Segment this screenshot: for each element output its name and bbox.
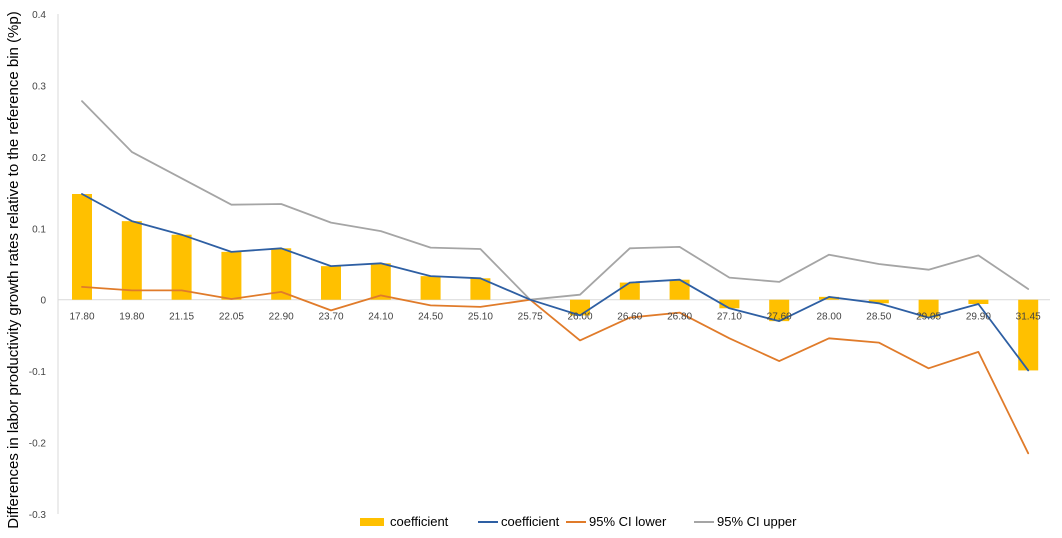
x-tick-label: 26.00 (567, 312, 592, 323)
x-tick-label: 31.45 (1016, 312, 1041, 323)
bar-26.80 (669, 279, 690, 300)
x-tick-label: 22.05 (219, 312, 244, 323)
x-tick-label: 25.75 (518, 312, 543, 323)
bar-24.50 (420, 276, 441, 300)
x-tick-label: 27.10 (717, 312, 742, 323)
x-tick-label: 29.90 (966, 312, 991, 323)
bar-31.45 (1018, 299, 1039, 371)
bar-21.15 (171, 234, 192, 300)
bar-23.70 (321, 266, 341, 300)
y-tick-label: 0.1 (32, 224, 46, 235)
bar-27.60 (769, 299, 790, 322)
x-tick-label: 23.70 (318, 312, 343, 323)
line-95-ci-upper (81, 100, 1030, 301)
line-series (81, 100, 1030, 455)
bar-29.05 (918, 299, 939, 318)
bar-24.10 (370, 263, 391, 300)
y-tick-label: 0.3 (32, 81, 46, 92)
x-tick-label: 24.50 (418, 312, 443, 323)
bar-series (72, 194, 1039, 371)
bar-17.80 (72, 194, 92, 300)
x-tick-label: 29.05 (916, 312, 941, 323)
y-tick-label: -0.1 (29, 367, 47, 378)
bar-27.10 (719, 299, 740, 309)
legend-item-3: 95% CI upper (694, 514, 797, 529)
bar-26.60 (619, 282, 640, 300)
legend-label: 95% CI upper (717, 514, 797, 529)
y-tick-label: 0 (40, 296, 46, 307)
bar-29.90 (968, 299, 989, 304)
x-tick-label: 28.50 (866, 312, 891, 323)
x-tick-labels: 17.80 19.80 21.15 22.05 22.90 23.70 24.10 24.50… (69, 312, 1041, 323)
bar-28.50 (868, 299, 889, 304)
y-tick-labels: 0.4 0.3 0.2 0.1 0 -0.1 -0.2 -0.3 (29, 10, 47, 521)
legend-swatch-bar (360, 518, 384, 526)
x-tick-label: 25.10 (468, 312, 493, 323)
legend-item-2: 95% CI lower (566, 514, 667, 529)
line-95-ci-lower (81, 285, 1030, 455)
legend-label: 95% CI lower (589, 514, 667, 529)
line-coefficient (81, 193, 1030, 372)
x-tick-label: 22.90 (269, 312, 294, 323)
x-tick-label: 27.60 (767, 312, 792, 323)
legend-label: coefficient (390, 514, 449, 529)
legend: coefficient coefficient 95% CI lower 95% CI… (360, 514, 797, 529)
bar-22.05 (221, 251, 242, 300)
legend-label: coefficient (501, 514, 560, 529)
x-tick-label: 17.80 (69, 312, 94, 323)
bar-19.80 (121, 221, 142, 300)
y-tick-label: -0.3 (29, 510, 47, 521)
x-tick-label: 19.80 (119, 312, 144, 323)
y-tick-label: 0.4 (32, 10, 46, 21)
legend-item-0: coefficient (360, 514, 449, 529)
legend-item-1: coefficient (478, 514, 560, 529)
bar-25.10 (470, 278, 491, 300)
y-tick-label: -0.2 (29, 439, 47, 450)
bar-28.00 (819, 296, 839, 300)
x-tick-label: 26.60 (617, 312, 642, 323)
x-tick-label: 24.10 (368, 312, 393, 323)
x-tick-label: 28.00 (816, 312, 841, 323)
y-axis-label: Differences in labor productivity growth… (5, 11, 22, 528)
bar-22.90 (271, 248, 292, 300)
x-tick-label: 21.15 (169, 312, 194, 323)
y-tick-label: 0.2 (32, 153, 46, 164)
x-tick-label: 26.80 (667, 312, 692, 323)
